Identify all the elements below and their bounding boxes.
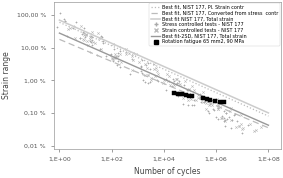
X-axis label: Number of cycles: Number of cycles bbox=[134, 167, 201, 176]
Legend: Best fit, NIST 177, Pl. Strain contr, Best fit, NIST 177, Converted from stress : Best fit, NIST 177, Pl. Strain contr, Be… bbox=[149, 3, 280, 46]
Y-axis label: Strain range: Strain range bbox=[2, 51, 11, 99]
